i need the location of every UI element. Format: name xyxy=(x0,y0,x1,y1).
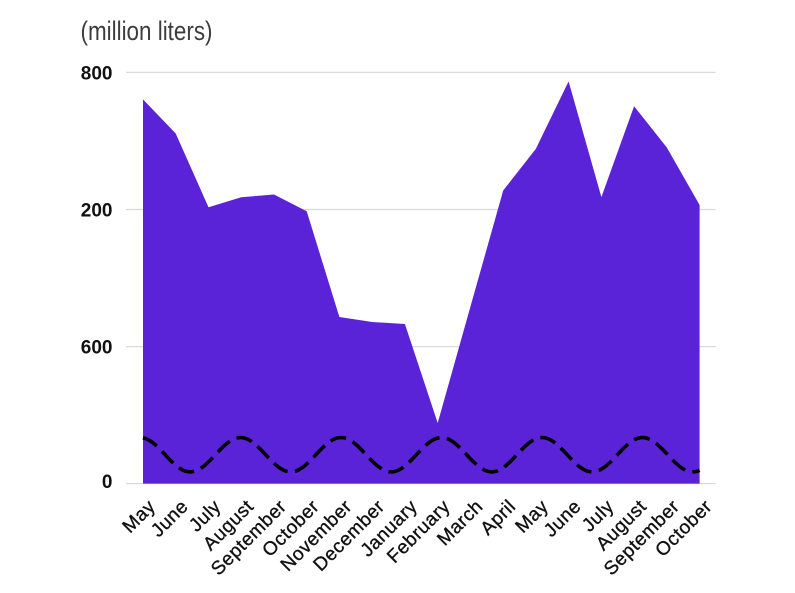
svg-text:0: 0 xyxy=(102,472,113,493)
svg-text:800: 800 xyxy=(81,63,113,84)
svg-text:(million liters): (million liters) xyxy=(81,16,213,46)
svg-text:600: 600 xyxy=(81,338,113,359)
svg-text:200: 200 xyxy=(81,200,113,221)
